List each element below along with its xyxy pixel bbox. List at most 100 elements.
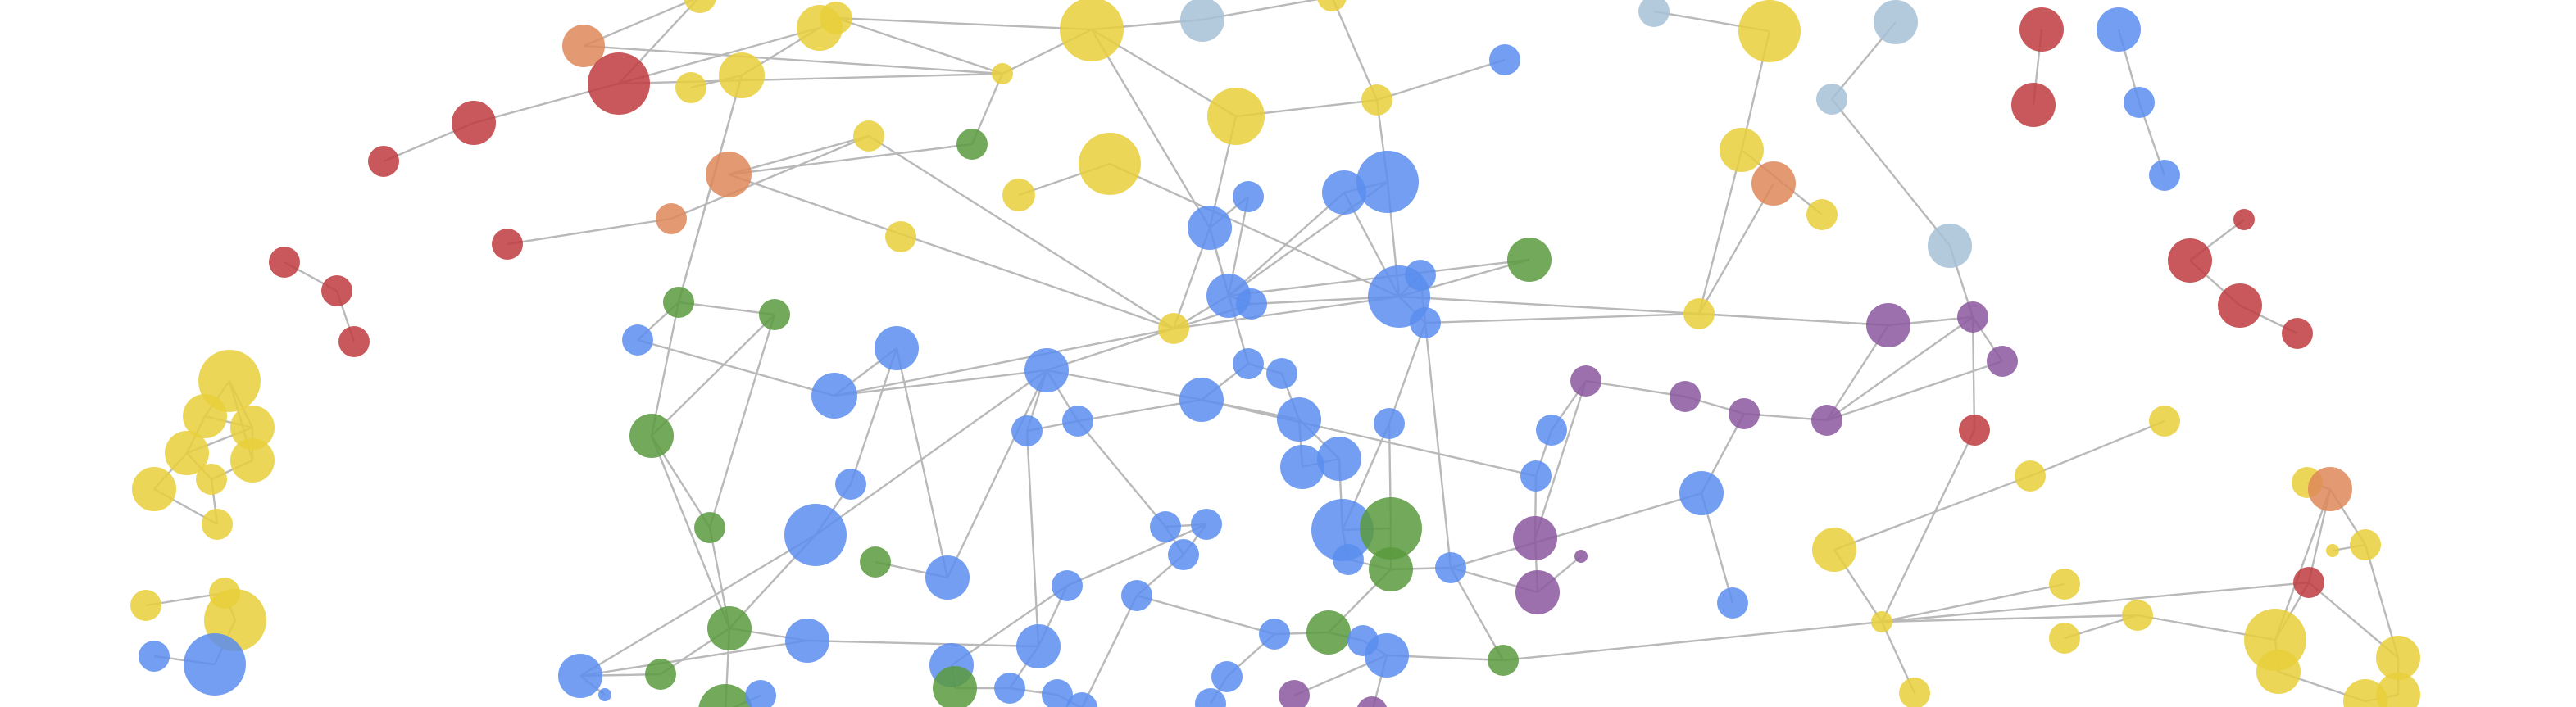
graph-node-purple	[1729, 398, 1760, 429]
graph-node-blue	[745, 680, 776, 707]
graph-node-yellow	[2049, 623, 2080, 654]
graph-node-green	[645, 659, 676, 690]
graph-edge	[651, 314, 775, 437]
graph-node-blue	[598, 688, 611, 701]
graph-node-red	[2293, 567, 2324, 598]
graph-node-green	[1488, 645, 1519, 676]
graph-edge	[1066, 523, 1207, 587]
graph-node-orange	[562, 25, 605, 67]
graph-node-yellow	[202, 509, 233, 540]
graph-node-purple	[1866, 303, 1910, 347]
graph-node-blue	[784, 504, 847, 566]
graph-edge	[849, 347, 898, 485]
graph-node-yellow	[196, 464, 227, 495]
graph-node-red	[269, 247, 300, 278]
graph-node-blue	[2149, 160, 2180, 191]
graph-node-blue	[1016, 624, 1061, 668]
graph-edge	[1077, 420, 1166, 528]
graph-edge	[1376, 58, 1506, 102]
graph-node-yellow	[230, 438, 275, 483]
graph-node-green	[663, 287, 694, 318]
graph-node-yellow	[1806, 199, 1838, 230]
graph-node-orange	[706, 152, 752, 197]
graph-node-blue	[1374, 408, 1405, 439]
graph-edge	[1971, 316, 1976, 431]
graph-node-yellow	[675, 72, 706, 103]
graph-node-yellow	[2350, 529, 2381, 560]
graph-edge	[1881, 582, 2065, 623]
graph-node-blue	[1365, 633, 1409, 678]
graph-node-purple	[1356, 696, 1388, 707]
graph-node-blue	[1277, 397, 1321, 442]
graph-node-yellow	[165, 431, 209, 475]
graph-edge	[583, 44, 1003, 75]
graph-edge	[1502, 620, 1883, 662]
graph-node-blue	[1179, 378, 1224, 422]
graph-node-blue	[1121, 580, 1152, 611]
graph-node-yellow	[1158, 313, 1189, 344]
graph-node-blue	[1191, 509, 1222, 540]
graph-node-blue	[1024, 348, 1069, 392]
graph-edge	[895, 347, 949, 578]
graph-edge	[1880, 429, 1976, 623]
graph-node-yellow	[853, 120, 884, 152]
graph-node-blue	[811, 373, 857, 419]
graph-node-purple	[1987, 346, 2018, 377]
graph-edge	[618, 72, 1003, 85]
graph-edge	[1201, 398, 1537, 478]
graph-node-green	[956, 129, 988, 160]
graph-node-blue	[1405, 260, 1436, 291]
graph-edge	[678, 301, 775, 316]
graph-node-red	[492, 229, 523, 260]
graph-node-blue	[1188, 206, 1232, 250]
graph-node-purple	[1515, 570, 1560, 614]
graph-node-yellow	[992, 63, 1013, 84]
graph-node-blue	[558, 654, 602, 698]
graph-edge	[1025, 430, 1040, 647]
graph-node-blue	[1233, 348, 1264, 379]
graph-node-blue	[1233, 181, 1264, 212]
graph-edge	[1173, 295, 1400, 330]
graph-edge	[806, 639, 1039, 648]
graph-node-yellow	[1720, 128, 1764, 172]
graph-edge	[1450, 492, 1702, 569]
graph-node-gray-blue	[1638, 0, 1670, 27]
graph-node-blue	[1520, 460, 1552, 492]
graph-node-blue	[1322, 170, 1366, 215]
graph-node-red	[452, 101, 496, 145]
graph-node-green	[1306, 610, 1351, 655]
graph-edge	[834, 369, 1047, 397]
graph-edge	[1136, 594, 1275, 636]
graph-node-green	[860, 546, 891, 578]
graph-node-blue	[1311, 499, 1374, 561]
graph-node-green	[707, 606, 752, 650]
graph-node-blue	[1317, 437, 1361, 481]
graph-node-blue	[1011, 415, 1043, 446]
graph-node-red	[2233, 209, 2255, 230]
graph-node-yellow	[1361, 84, 1392, 116]
graph-node-blue	[1536, 415, 1567, 446]
graph-edge	[1228, 192, 1345, 297]
graph-edge	[1697, 149, 1743, 315]
graph-node-gray-blue	[1928, 224, 1972, 268]
graph-node-blue	[1717, 587, 1748, 619]
graph-edge	[835, 16, 1093, 31]
graph-edge	[650, 435, 731, 629]
graph-node-red	[2168, 238, 2212, 283]
graph-edge	[835, 16, 1003, 75]
graph-node-blue	[1168, 539, 1199, 570]
graph-edge	[728, 173, 1174, 330]
graph-node-blue	[835, 469, 866, 500]
graph-edge	[815, 369, 1047, 536]
graph-edge	[1585, 379, 1686, 398]
graph-node-red	[2218, 283, 2262, 328]
graph-node-blue	[2097, 7, 2141, 52]
graph-edge	[1449, 567, 1505, 661]
graph-edge	[1388, 322, 1427, 424]
graph-edge	[650, 301, 680, 437]
graph-node-yellow	[2049, 569, 2080, 600]
graph-edge	[670, 134, 870, 220]
graph-node-blue	[184, 633, 246, 696]
graph-edge	[1697, 183, 1775, 315]
graph-node-yellow	[1079, 133, 1141, 195]
